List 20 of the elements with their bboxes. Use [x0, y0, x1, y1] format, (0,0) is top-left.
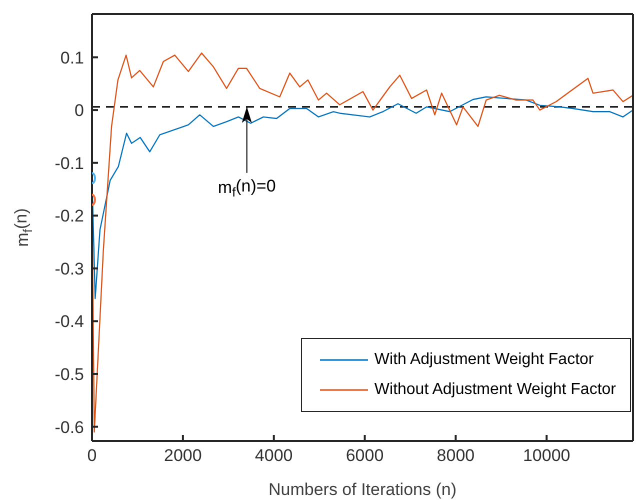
annotation: m$_{f}$(n)=0: [218, 176, 276, 200]
y-tick-label: 0.1: [60, 48, 84, 68]
y-tick-label: -0.5: [54, 365, 84, 384]
line-series: [92, 52, 633, 433]
x-tick-label: 4000: [254, 446, 293, 466]
y-tick-label: -0.2: [54, 206, 84, 226]
x-tick-label: 10000: [522, 446, 570, 466]
x-tick-label: 0: [87, 446, 97, 466]
line-series: [92, 96, 633, 300]
y-tick-label: -0.4: [54, 312, 84, 332]
x-tick-label: 8000: [436, 446, 475, 466]
y-tick-label: 0: [74, 101, 84, 120]
y-tick-label: -0.3: [54, 259, 84, 278]
legend-label: With Adjustment Weight Factor: [374, 351, 594, 369]
x-tick-label: 2000: [164, 446, 202, 466]
x-tick-label: 6000: [346, 446, 384, 466]
y-tick-label: -0.6: [54, 418, 84, 437]
y-tick-label: -0.1: [54, 154, 84, 173]
x-axis-title: Numbers of Iterations (n): [268, 480, 457, 499]
legend-label: Without Adjustment Weight Factor: [374, 381, 616, 399]
